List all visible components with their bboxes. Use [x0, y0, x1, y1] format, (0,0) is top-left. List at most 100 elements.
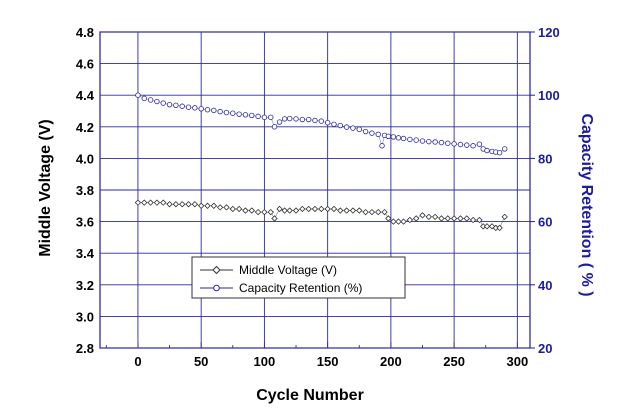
data-point — [236, 111, 242, 117]
data-point — [160, 199, 167, 206]
left-tick-label: 3.2 — [76, 278, 94, 293]
data-point — [385, 215, 392, 222]
data-point — [362, 128, 369, 135]
left-tick-label: 2.8 — [76, 341, 94, 356]
left-tick-label: 3.8 — [76, 183, 94, 198]
data-point — [271, 215, 278, 222]
data-point — [356, 126, 362, 133]
legend-voltage-label: Middle Voltage (V) — [239, 263, 337, 277]
data-point — [281, 116, 288, 122]
data-point — [496, 150, 503, 156]
data-point — [230, 110, 236, 116]
data-point — [438, 139, 445, 146]
data-point — [172, 201, 180, 208]
data-point — [318, 118, 325, 124]
data-point — [204, 202, 211, 209]
x-tick-label: 50 — [194, 354, 208, 369]
x-tick-label: 0 — [134, 354, 141, 369]
data-point — [185, 104, 192, 110]
data-point — [293, 116, 299, 122]
data-point — [419, 138, 426, 144]
data-point — [362, 208, 369, 216]
left-axis-label: Middle Voltage (V) — [37, 119, 54, 256]
data-point — [242, 207, 249, 214]
data-point — [395, 218, 402, 225]
data-point — [235, 205, 243, 213]
data-point — [390, 134, 397, 140]
data-point — [381, 208, 388, 216]
data-point — [299, 205, 306, 213]
data-point — [426, 138, 432, 145]
right-tick-label: 80 — [538, 151, 552, 166]
data-point — [425, 213, 432, 221]
data-point — [419, 212, 426, 219]
data-point — [369, 130, 375, 136]
left-axis-ticks: 2.8 3.0 3.2 3.4 3.6 3.8 4.0 4.2 4.4 4.6 4.8 — [76, 25, 95, 356]
data-point — [356, 207, 363, 214]
data-point — [318, 205, 325, 213]
data-point — [476, 141, 483, 147]
data-point — [464, 142, 470, 148]
data-point — [476, 216, 483, 224]
data-point — [311, 205, 319, 213]
data-point — [444, 215, 451, 222]
data-point — [343, 207, 350, 214]
data-point — [337, 207, 344, 214]
data-point — [496, 224, 503, 232]
data-point — [299, 116, 306, 123]
data-point — [501, 213, 508, 221]
data-point — [134, 199, 142, 206]
data-point — [324, 205, 331, 213]
data-point — [292, 207, 300, 214]
right-tick-label: 120 — [538, 25, 560, 40]
data-point — [147, 97, 154, 103]
data-point — [242, 112, 249, 118]
data-point — [223, 109, 230, 116]
data-point — [457, 215, 464, 222]
data-point — [413, 137, 419, 143]
data-point — [216, 204, 224, 211]
data-point — [407, 136, 413, 143]
data-point — [457, 141, 464, 148]
data-point — [217, 108, 223, 115]
data-point — [223, 204, 230, 211]
data-point — [305, 205, 312, 213]
data-point — [385, 133, 392, 139]
data-point — [337, 122, 343, 129]
data-point — [395, 135, 402, 141]
x-tick-label: 300 — [507, 354, 529, 369]
data-point — [261, 208, 268, 216]
data-point — [248, 207, 255, 214]
data-point — [286, 207, 293, 214]
legend: Middle Voltage (V) Capacity Retention (%… — [191, 256, 406, 299]
legend-voltage-marker — [212, 265, 221, 275]
data-point — [198, 202, 205, 209]
data-point — [166, 201, 173, 208]
data-point — [451, 141, 457, 147]
data-point — [179, 201, 186, 208]
left-tick-label: 3.6 — [76, 215, 94, 230]
series-middle-voltage — [134, 199, 508, 232]
data-point — [204, 107, 211, 113]
data-point — [141, 199, 148, 206]
data-point — [432, 139, 438, 145]
data-point — [390, 218, 397, 225]
right-tick-label: 20 — [538, 341, 552, 356]
data-point — [330, 205, 338, 213]
data-point — [305, 116, 312, 123]
left-tick-label: 3.4 — [76, 246, 95, 261]
data-point — [312, 117, 318, 124]
data-point — [173, 102, 179, 109]
data-point — [438, 215, 445, 222]
series-line — [137, 94, 505, 154]
data-point — [276, 205, 283, 213]
x-tick-label: 250 — [443, 354, 465, 369]
data-point — [147, 199, 154, 206]
data-point — [343, 124, 350, 130]
x-tick-label: 100 — [254, 354, 276, 369]
data-point — [463, 215, 470, 222]
data-point — [135, 92, 141, 98]
data-point — [267, 208, 274, 216]
data-point — [276, 119, 283, 125]
